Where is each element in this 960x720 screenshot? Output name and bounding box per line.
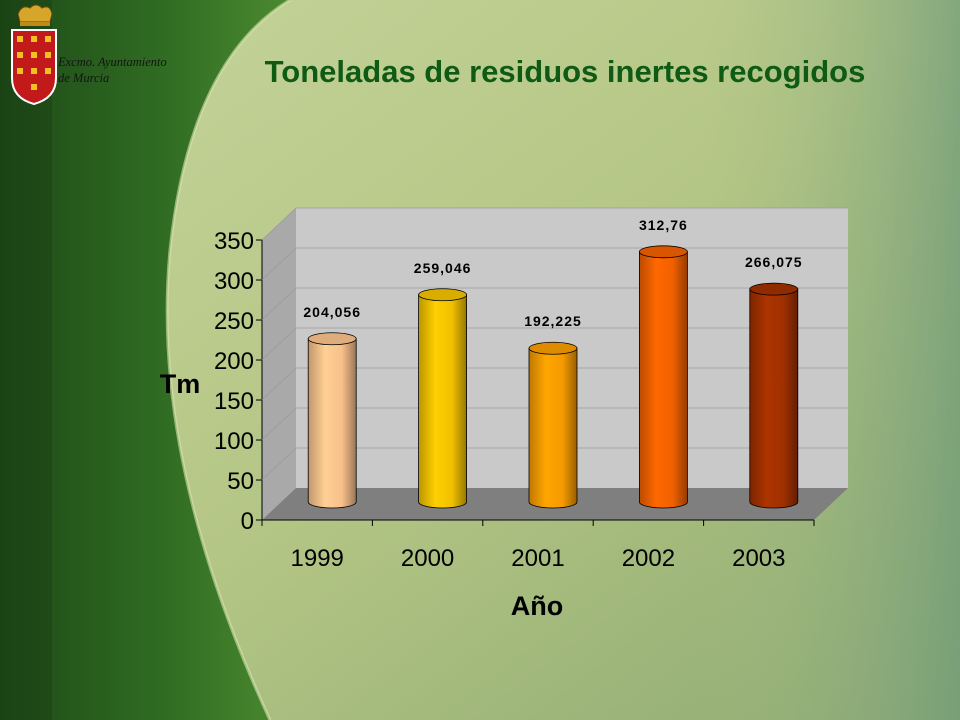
y-tick-label: 350	[214, 228, 254, 255]
chart-title: Toneladas de residuos inertes recogidos	[264, 54, 866, 89]
y-tick-label: 200	[214, 348, 254, 375]
bar-body	[639, 251, 688, 509]
bar-1999	[307, 332, 357, 509]
murcia-coat-of-arms-icon	[11, 4, 57, 106]
y-tick-label: 250	[214, 308, 254, 335]
bar-body	[528, 347, 578, 509]
bar-2001	[528, 341, 578, 509]
bar-data-label: 259,046	[414, 260, 472, 276]
x-tick-label: 2001	[511, 545, 564, 572]
y-tick-label: 50	[227, 468, 254, 495]
bar-body	[307, 338, 357, 509]
bar-top	[639, 245, 688, 259]
bar-body	[418, 294, 467, 509]
y-tick-label: 0	[241, 508, 254, 535]
y-tick-label: 100	[214, 428, 254, 455]
organization-line-1: Excmo. Ayuntamiento	[58, 55, 167, 69]
bar-2000	[418, 288, 468, 509]
y-axis-label: Tm	[160, 369, 201, 399]
bar-body	[749, 288, 799, 509]
bar-top	[307, 332, 357, 346]
bar-top	[528, 341, 578, 355]
y-tick-label: 150	[214, 388, 254, 415]
bar-top	[749, 282, 799, 296]
bar-2002	[639, 245, 688, 509]
bar-top	[418, 288, 468, 302]
x-axis-label: Año	[511, 591, 563, 621]
bar-data-label: 192,225	[524, 313, 582, 329]
bar-data-label: 312,76	[639, 217, 688, 233]
bar-2003	[749, 282, 799, 509]
y-tick-label: 300	[214, 268, 254, 295]
x-tick-label: 2000	[401, 545, 454, 572]
organization-name: Excmo. Ayuntamiento de Murcia	[58, 54, 167, 86]
x-tick-label: 2002	[622, 545, 675, 572]
bar-data-label: 266,075	[745, 254, 803, 270]
organization-line-2: de Murcia	[58, 71, 110, 85]
x-tick-label: 2003	[732, 545, 785, 572]
plot-side-wall	[262, 208, 296, 520]
x-tick-label: 1999	[291, 545, 344, 572]
bar-data-label: 204,056	[303, 304, 361, 320]
depth-guide	[261, 207, 848, 241]
